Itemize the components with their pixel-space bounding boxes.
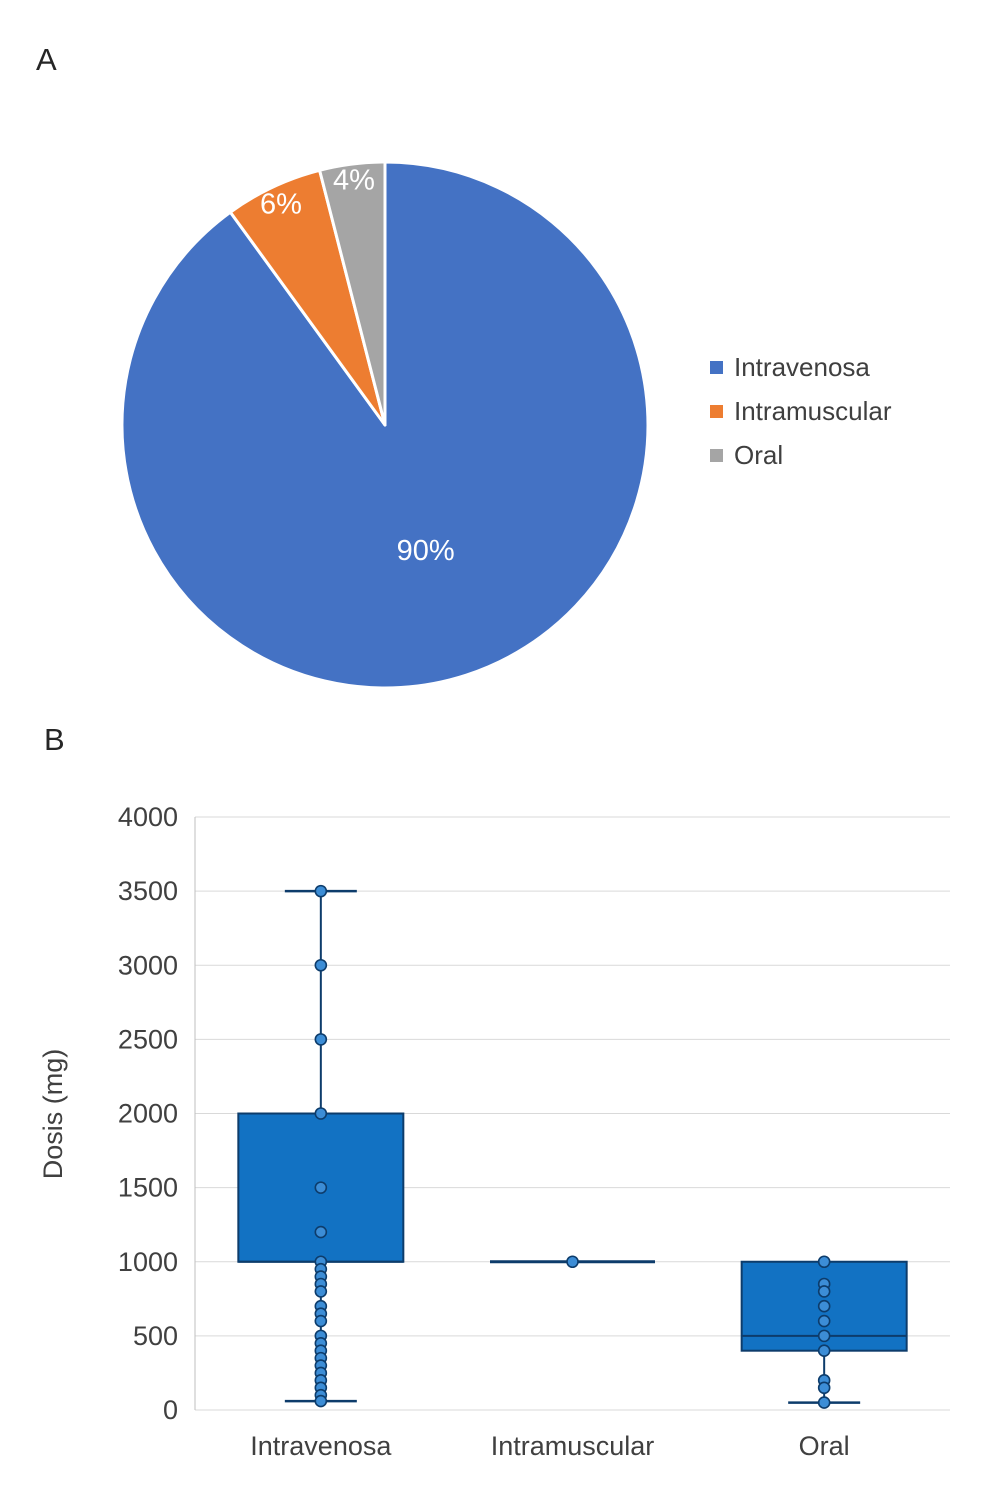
- y-tick-label: 1500: [118, 1173, 178, 1203]
- legend-label: Intravenosa: [734, 352, 870, 382]
- box-plot-chart: 0 500 1000 1500 2000 2500 3000 3500 4000 Dosis (m…: [38, 802, 950, 1461]
- pie-slice-oral: [318, 160, 387, 427]
- data-point: [314, 1107, 328, 1120]
- data-point: [817, 1381, 831, 1395]
- data-point: [817, 1344, 831, 1358]
- legend-label: Intramuscular: [734, 396, 892, 426]
- legend-swatch: [710, 361, 723, 374]
- y-tick-label: 2000: [118, 1099, 178, 1129]
- x-category-label: Intramuscular: [491, 1431, 655, 1461]
- y-tick-label: 3500: [118, 876, 178, 906]
- pie-slice-label: 90%: [397, 535, 455, 567]
- y-tick-label: 0: [163, 1395, 178, 1425]
- panel-b-label: B: [44, 722, 66, 757]
- legend-item-intramuscular: Intramuscular: [710, 396, 892, 427]
- y-tick-label: 4000: [118, 802, 178, 832]
- data-point: [314, 1285, 328, 1298]
- data-point: [314, 958, 328, 972]
- data-point: [817, 1299, 831, 1313]
- data-point: [817, 1255, 831, 1269]
- pie-legend: Intravenosa Intramuscular Oral: [710, 352, 892, 471]
- y-tick-label: 500: [133, 1321, 178, 1351]
- legend-swatch: [710, 405, 723, 418]
- data-point: [314, 884, 328, 898]
- x-category-label: Intravenosa: [250, 1431, 392, 1461]
- data-point: [314, 1181, 328, 1194]
- legend-item-intravenosa: Intravenosa: [710, 352, 892, 383]
- data-point: [817, 1285, 831, 1298]
- data-point: [566, 1255, 579, 1269]
- y-axis-title: Dosis (mg): [38, 1049, 68, 1180]
- data-point: [817, 1329, 831, 1343]
- y-tick-label: 2500: [118, 1024, 178, 1054]
- legend-item-oral: Oral: [710, 440, 892, 471]
- data-point: [817, 1314, 831, 1328]
- y-tick-label: 3000: [118, 950, 178, 980]
- pie-slice-label: 6%: [260, 189, 302, 221]
- data-point: [314, 1225, 328, 1239]
- data-point: [314, 1314, 328, 1328]
- y-tick-label: 1000: [118, 1247, 178, 1277]
- data-point: [314, 1394, 328, 1408]
- legend-label: Oral: [734, 440, 784, 470]
- pie-chart: 90% 6% 4%: [120, 160, 650, 690]
- panel-a-label: A: [36, 42, 58, 77]
- legend-swatch: [710, 449, 723, 462]
- x-category-label: Oral: [799, 1431, 850, 1461]
- data-point: [817, 1396, 831, 1409]
- pie-slice-label: 4%: [333, 165, 375, 197]
- data-point: [314, 1033, 328, 1046]
